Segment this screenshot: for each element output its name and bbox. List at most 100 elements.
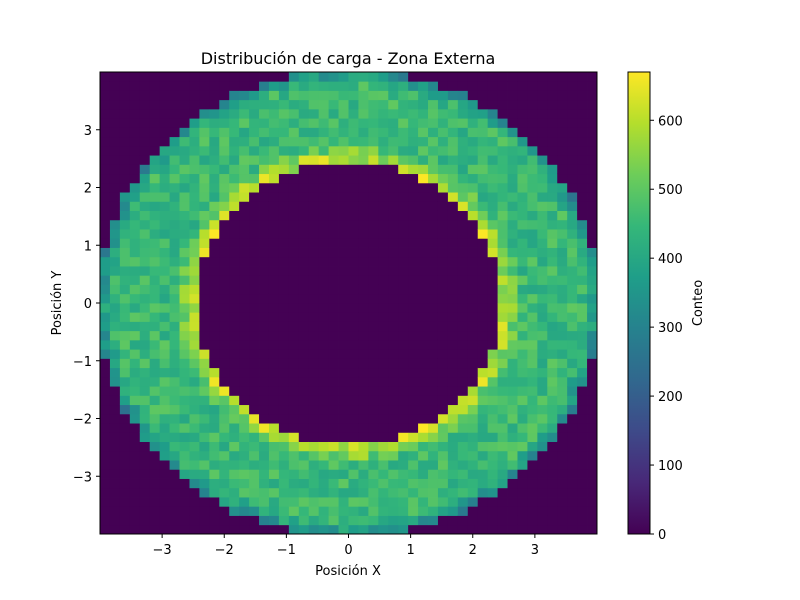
heatmap-cell [537,136,548,147]
heatmap-cell [517,238,528,248]
heatmap-cell [298,90,310,101]
heatmap-cell [437,173,449,184]
heatmap-cell [328,72,339,82]
heatmap-cell [587,460,598,470]
heatmap-cell [268,404,280,415]
heatmap-cell [567,229,578,239]
heatmap-cell [268,321,280,332]
heatmap-cell [388,210,399,221]
heatmap-cell [408,275,419,285]
heatmap-cell [437,90,449,101]
heatmap-cell [428,266,439,276]
heatmap-cell [288,229,300,239]
heatmap-cell [159,108,170,119]
heatmap-cell [328,219,339,230]
heatmap-cell [378,256,389,267]
heatmap-cell [189,367,200,378]
heatmap-cell [229,90,240,101]
heatmap-cell [209,99,220,110]
heatmap-cell [159,284,170,295]
heatmap-cell [149,108,161,119]
heatmap-cell [308,339,320,350]
heatmap-cell [348,478,359,489]
heatmap-cell [487,164,498,175]
heatmap-cell [239,247,250,258]
heatmap-cell [398,303,409,313]
heatmap-cell [308,303,320,313]
heatmap-cell [129,72,141,82]
heatmap-cell [259,127,270,138]
heatmap-cell [398,284,409,295]
heatmap-cell [288,478,300,489]
heatmap-cell [109,460,121,470]
heatmap-cell [308,524,320,535]
heatmap-cell [587,266,598,276]
heatmap-cell [527,293,538,304]
heatmap-cell [388,450,399,461]
heatmap-cell [189,108,200,119]
heatmap-cell [239,275,250,285]
heatmap-cell [129,367,141,378]
heatmap-cell [249,321,260,332]
heatmap-cell [378,395,389,406]
heatmap-cell [219,275,230,285]
heatmap-cell [338,173,349,184]
heatmap-cell [249,81,260,91]
heatmap-cell [487,108,498,119]
heatmap-cell [239,358,250,369]
heatmap-cell [179,432,190,442]
heatmap-cell [149,238,161,248]
heatmap-cell [229,99,240,110]
heatmap-cell [100,192,111,202]
heatmap-cell [467,469,479,479]
heatmap-cell [537,339,548,350]
heatmap-cell [169,469,180,479]
heatmap-cell [497,136,508,147]
heatmap-cell [189,238,200,248]
heatmap-cell [507,395,518,406]
heatmap-cell [547,266,558,276]
heatmap-cell [467,275,479,285]
heatmap-cell [567,256,578,267]
heatmap-cell [179,201,190,211]
heatmap-cell [477,182,489,193]
heatmap-cell [298,349,310,359]
heatmap-cell [398,219,409,230]
heatmap-cell [239,256,250,267]
heatmap-cell [447,136,459,147]
heatmap-cell [507,81,518,91]
heatmap-cell [159,192,170,202]
heatmap-cell [159,229,170,239]
heatmap-cell [378,247,389,258]
heatmap-cell [507,441,518,452]
heatmap-cell [398,210,409,221]
heatmap-cell [368,469,379,479]
heatmap-cell [388,90,399,101]
heatmap-cell [278,72,290,82]
heatmap-cell [557,210,568,221]
heatmap-cell [457,330,469,341]
heatmap-cell [378,192,389,202]
heatmap-cell [109,358,121,369]
heatmap-cell [179,469,190,479]
heatmap-cell [497,90,508,101]
heatmap-cell [139,238,151,248]
heatmap-cell [318,478,330,489]
heatmap-cell [100,506,111,516]
heatmap-cell [328,266,339,276]
heatmap-cell [268,478,280,489]
heatmap-cell [318,395,330,406]
heatmap-cell [338,108,349,119]
heatmap-cell [437,487,449,498]
heatmap-cell [268,497,280,507]
heatmap-cell [159,376,170,387]
heatmap-cell [209,303,220,313]
heatmap-cell [557,238,568,248]
heatmap-cell [368,99,379,110]
heatmap-cell [239,192,250,202]
heatmap-cell [209,192,220,202]
heatmap-cell [487,376,498,387]
heatmap-cell [408,293,419,304]
heatmap-cell [259,210,270,221]
heatmap-cell [239,395,250,406]
